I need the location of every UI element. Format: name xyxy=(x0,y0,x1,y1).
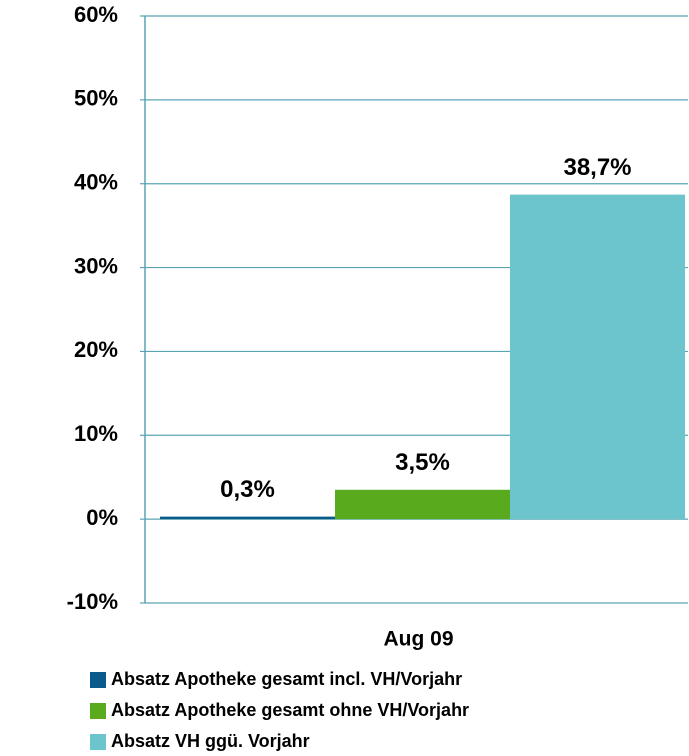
y-tick-label: 20% xyxy=(74,337,118,362)
x-tick-label: Aug 09 xyxy=(383,628,453,651)
y-tick-label: -10% xyxy=(67,589,118,614)
y-tick-label: 50% xyxy=(74,86,118,111)
legend-label: Absatz VH ggü. Vorjahr xyxy=(111,731,310,751)
y-tick-label: 10% xyxy=(74,421,118,446)
bar xyxy=(510,194,685,520)
y-tick-label: 40% xyxy=(74,170,118,195)
legend-swatch xyxy=(90,672,106,688)
data-label: 3,5% xyxy=(395,449,450,476)
bar xyxy=(160,516,335,520)
legend-swatch xyxy=(90,703,106,719)
data-label: 0,3% xyxy=(220,476,275,503)
y-tick-label: 0% xyxy=(86,505,118,530)
y-tick-label: 30% xyxy=(74,253,118,278)
legend-label: Absatz Apotheke gesamt ohne VH/Vorjahr xyxy=(111,700,469,720)
y-tick-label: 60% xyxy=(74,2,118,27)
data-label: 38,7% xyxy=(563,154,631,181)
bar xyxy=(335,489,510,520)
legend-label: Absatz Apotheke gesamt incl. VH/Vorjahr xyxy=(111,669,462,689)
legend-swatch xyxy=(90,734,106,750)
